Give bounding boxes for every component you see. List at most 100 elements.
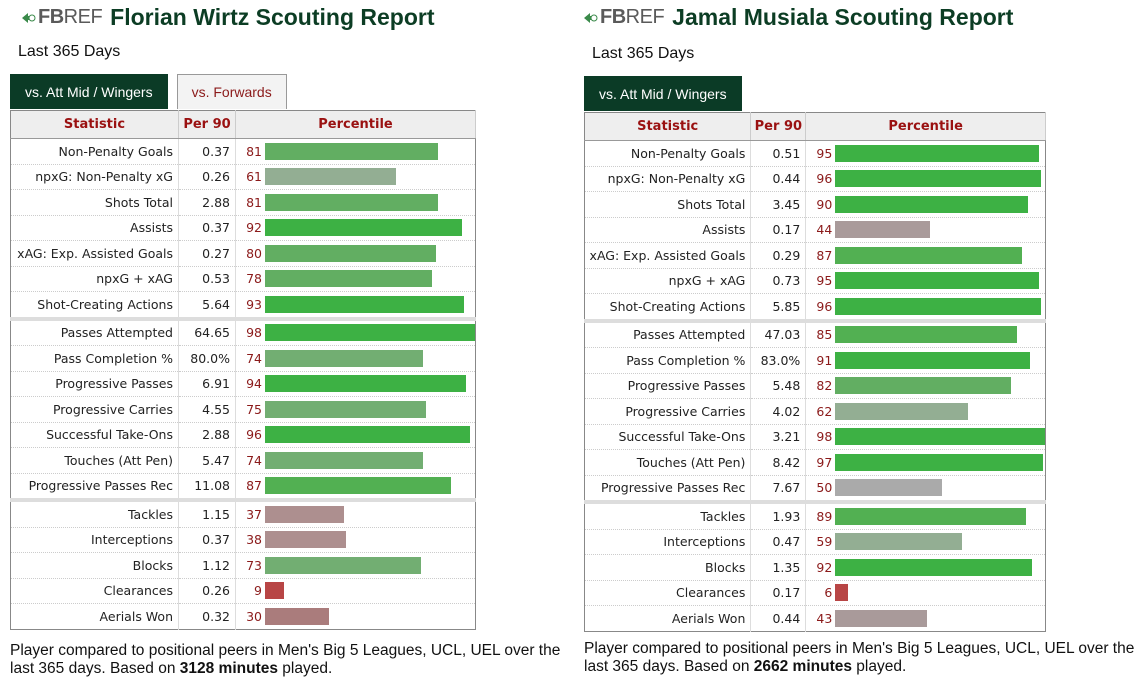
percentile-bar: [265, 426, 471, 444]
per90-value: 0.27: [178, 240, 236, 267]
fbref-logo[interactable]: FB REF: [584, 6, 665, 29]
percentile-bar: [265, 556, 422, 574]
page-title: Florian Wirtz Scouting Report: [110, 4, 435, 30]
tab-0[interactable]: vs. Att Mid / Wingers: [10, 74, 168, 109]
percentile-value: 87: [816, 247, 833, 263]
stat-name: npxG + xAG: [10, 266, 179, 292]
fbref-logo[interactable]: FB REF: [22, 6, 103, 29]
per90-value: 80.0%: [178, 345, 236, 372]
table-row: Aerials Won 0.32 30: [10, 603, 476, 630]
percentile-value: 61: [246, 169, 262, 185]
stat-name: Non-Penalty Goals: [584, 140, 752, 167]
percentile-value: 92: [246, 220, 262, 236]
table-row: Progressive Passes Rec 11.08 87: [10, 473, 476, 501]
percentile-value: 74: [246, 350, 262, 366]
table-row: xAG: Exp. Assisted Goals 0.27 80: [10, 240, 476, 267]
table-row: Shots Total 2.88 81: [10, 189, 476, 216]
stat-name: xAG: Exp. Assisted Goals: [10, 240, 179, 267]
col-percentile: Percentile: [805, 112, 1046, 141]
percentile-value: 91: [816, 352, 833, 368]
per90-value: 0.51: [750, 140, 807, 167]
percentile-value: 95: [816, 273, 833, 289]
percentile-value: 44: [816, 222, 833, 238]
percentile-bar: [265, 477, 452, 495]
tab-0[interactable]: vs. Att Mid / Wingers: [584, 76, 742, 111]
period-label: Last 365 Days: [592, 45, 695, 62]
percentile-value: 98: [816, 429, 833, 445]
percentile-value: 97: [816, 454, 833, 470]
per90-value: 1.12: [178, 552, 236, 579]
stat-name: Progressive Passes: [10, 371, 179, 397]
percentile-value: 96: [816, 298, 833, 314]
percentile-bar: [835, 584, 849, 602]
percentile-value: 94: [246, 376, 262, 392]
table-row: Progressive Carries 4.02 62: [584, 398, 1046, 425]
comparison-tabs: vs. Att Mid / Wingers: [584, 76, 742, 111]
percentile-bar: [835, 609, 928, 627]
stat-name: Assists: [584, 217, 752, 243]
percentile-bar: [835, 297, 1041, 315]
per90-value: 8.42: [750, 449, 807, 476]
table-row: npxG: Non-Penalty xG 0.44 96: [584, 166, 1046, 192]
per90-value: 64.65: [178, 316, 236, 346]
tab-1[interactable]: vs. Forwards: [176, 74, 287, 109]
per90-value: 0.44: [750, 605, 807, 632]
percentile-bar: [835, 428, 1045, 446]
percentile-value: 6: [824, 585, 833, 601]
stat-name: Interceptions: [584, 529, 752, 555]
per90-value: 4.55: [178, 396, 236, 423]
table-row: Blocks 1.12 73: [10, 552, 476, 579]
stat-name: Progressive Passes Rec: [584, 475, 752, 503]
percentile-value: 59: [816, 534, 833, 550]
stat-name: Tackles: [10, 498, 179, 528]
percentile-value: 98: [246, 325, 262, 341]
stat-name: Shot-Creating Actions: [10, 291, 179, 319]
percentile-bar: [265, 142, 439, 160]
percentile-bar: [835, 377, 1011, 395]
report-header: FB REF Florian Wirtz Scouting Report: [22, 4, 435, 31]
percentile-bar: [265, 582, 285, 600]
per90-value: 2.88: [178, 189, 236, 216]
percentile-value: 92: [816, 559, 833, 575]
table-row: Progressive Passes 5.48 82: [584, 373, 1046, 399]
stat-name: Tackles: [584, 500, 752, 530]
stat-name: Touches (Att Pen): [10, 447, 179, 474]
table-row: Interceptions 0.47 59: [584, 529, 1046, 555]
percentile-bar: [265, 451, 424, 469]
stat-name: Shot-Creating Actions: [584, 293, 752, 321]
percentile-bar: [265, 531, 347, 549]
per90-value: 2.88: [178, 422, 236, 448]
footer-note: Player compared to positional peers in M…: [584, 640, 1135, 675]
table-row: Tackles 1.15 37: [10, 498, 476, 528]
percentile-bar: [265, 607, 330, 625]
percentile-value: 37: [246, 506, 262, 522]
percentile-bar: [835, 195, 1028, 213]
percentile-value: 62: [816, 403, 833, 419]
table-row: npxG + xAG 0.53 78: [10, 266, 476, 292]
report-header: FB REF Jamal Musiala Scouting Report: [584, 4, 1013, 31]
percentile-bar: [835, 507, 1026, 525]
per90-value: 0.53: [178, 266, 236, 292]
table-row: Interceptions 0.37 38: [10, 527, 476, 553]
per90-value: 1.15: [178, 498, 236, 528]
col-per90: Per 90: [178, 110, 236, 139]
percentile-value: 43: [816, 610, 833, 626]
table-row: Touches (Att Pen) 8.42 97: [584, 449, 1046, 476]
stat-name: Non-Penalty Goals: [10, 138, 179, 165]
stat-name: xAG: Exp. Assisted Goals: [584, 242, 752, 269]
per90-value: 6.91: [178, 371, 236, 397]
stat-name: Interceptions: [10, 527, 179, 553]
stat-name: npxG: Non-Penalty xG: [10, 164, 179, 190]
percentile-bar: [835, 453, 1043, 471]
percentile-value: 73: [246, 557, 262, 573]
percentile-value: 96: [246, 427, 262, 443]
table-row: Touches (Att Pen) 5.47 74: [10, 447, 476, 474]
col-percentile: Percentile: [235, 110, 476, 139]
stat-name: Clearances: [10, 578, 179, 604]
per90-value: 1.35: [750, 554, 807, 581]
stat-name: Passes Attempted: [10, 316, 179, 346]
stat-name: Pass Completion %: [10, 345, 179, 372]
table-row: Progressive Passes Rec 7.67 50: [584, 475, 1046, 503]
percentile-bar: [835, 402, 968, 420]
percentile-bar: [265, 219, 462, 237]
